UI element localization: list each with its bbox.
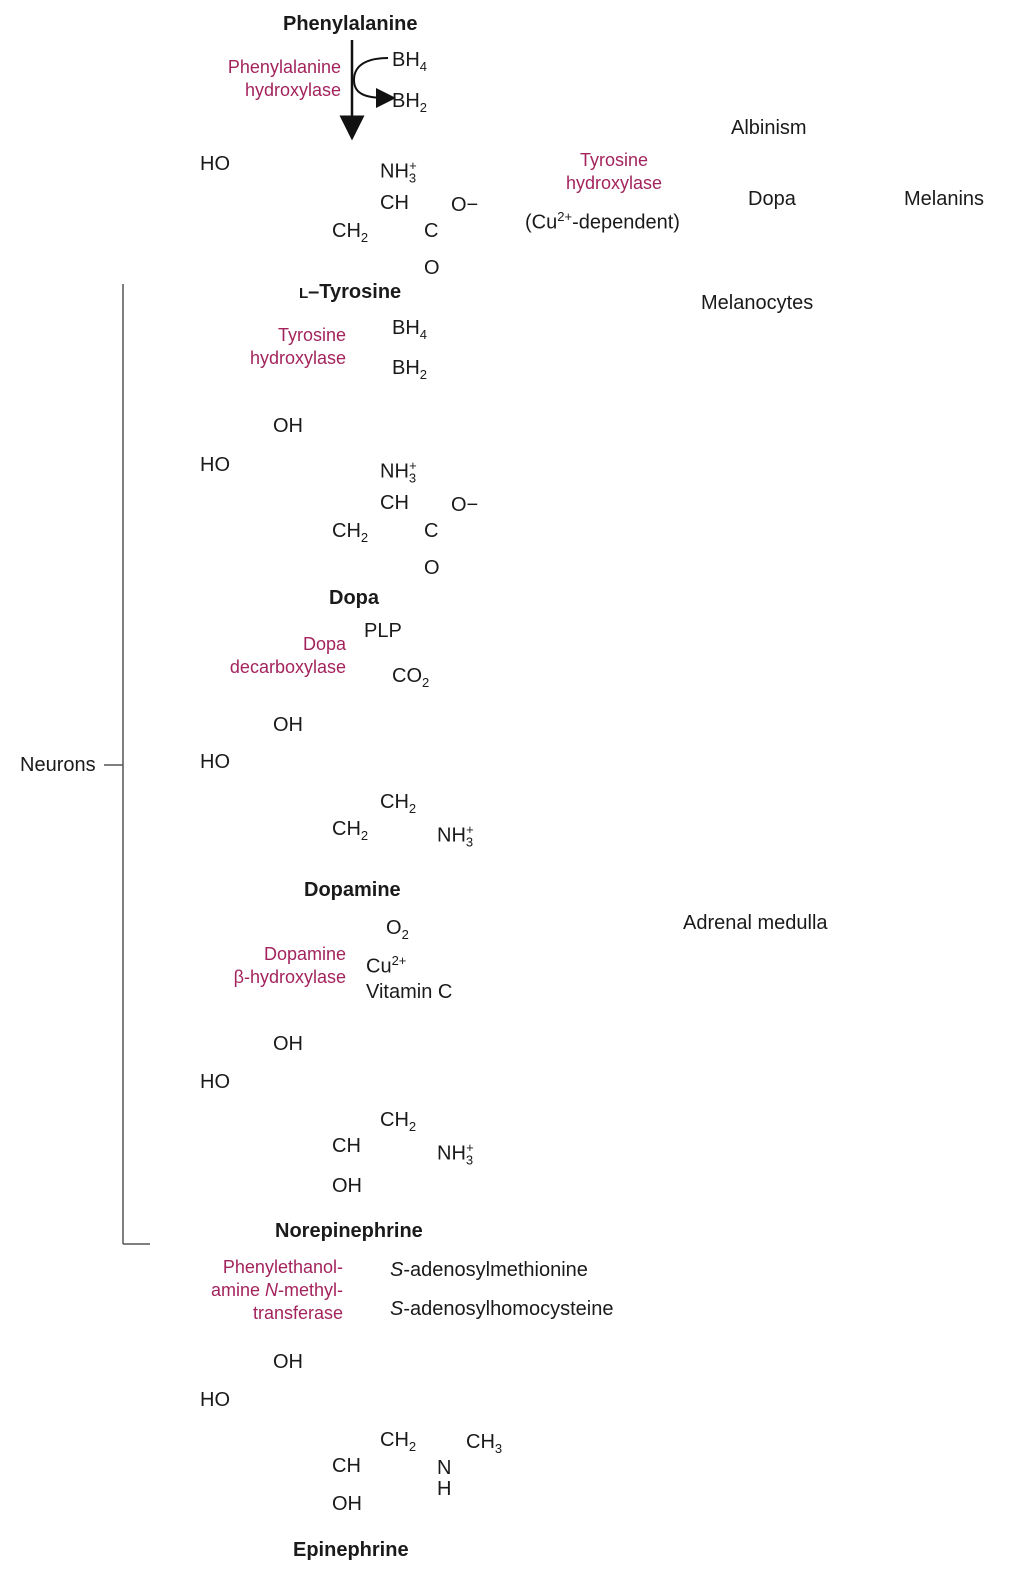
- atom-o-minus: O−: [451, 194, 479, 216]
- enzyme-dopa-decarboxylase: Dopa decarboxylase: [212, 633, 346, 679]
- enzyme-label: β-hydroxylase: [233, 967, 346, 987]
- enzyme-pnmt: Phenylethanol- amine N-methyl- transfera…: [190, 1256, 343, 1325]
- atom-ch3: CH3: [466, 1431, 503, 1456]
- atom-oh: OH: [273, 1351, 303, 1373]
- atom-ho: HO: [200, 1071, 230, 1093]
- cofactor-o2: O2: [386, 917, 409, 942]
- atom-nh3: NH3+: [380, 158, 417, 186]
- atom-oh: OH: [332, 1175, 362, 1197]
- atom-ch: CH: [380, 192, 409, 214]
- enzyme-label: transferase: [252, 1303, 343, 1323]
- compound-epinephrine: Epinephrine: [293, 1539, 409, 1561]
- enzyme-label: amine N-methyl-: [210, 1280, 343, 1300]
- label-melanins: Melanins: [904, 188, 985, 210]
- atom-o-minus: O−: [451, 494, 479, 516]
- atom-ch: CH: [380, 492, 409, 514]
- enzyme-label: Tyrosine: [277, 325, 346, 345]
- compound-phenylalanine: Phenylalanine: [283, 13, 418, 35]
- label-dopa-side: Dopa: [748, 188, 796, 210]
- atom-c: C: [424, 520, 439, 542]
- atom-ch2: CH2: [380, 1109, 417, 1134]
- cofactor-cu: Cu2+: [366, 953, 407, 978]
- bh4-bh2-curve-arrow: [352, 57, 396, 108]
- atom-o: O: [424, 557, 440, 579]
- enzyme-phe-hydroxylase: Phenylalanine hydroxylase: [210, 56, 341, 102]
- atom-o: O: [424, 257, 440, 279]
- atom-oh: OH: [273, 714, 303, 736]
- label-adrenal-medulla: Adrenal medulla: [683, 912, 828, 934]
- atom-h: H: [437, 1478, 452, 1500]
- atom-nh3: NH3+: [380, 458, 417, 486]
- cofactor-cu-dependent: (Cu2+-dependent): [525, 209, 680, 234]
- atom-c: C: [424, 220, 439, 242]
- cofactor-plp: PLP: [364, 620, 402, 642]
- cofactor-bh2: BH2: [392, 90, 428, 115]
- enzyme-label: Phenylethanol-: [222, 1257, 343, 1277]
- cofactor-co2: CO2: [392, 665, 430, 690]
- atom-ch2: CH2: [380, 791, 417, 816]
- atom-ch2: CH2: [332, 818, 369, 843]
- atom-ch: CH: [332, 1135, 361, 1157]
- cofactor-bh2-b: BH2: [392, 357, 428, 382]
- enzyme-label: Dopa: [302, 634, 346, 654]
- atom-ho: HO: [200, 454, 230, 476]
- atom-ch2: CH2: [332, 220, 369, 245]
- compound-norepinephrine: Norepinephrine: [275, 1220, 423, 1242]
- enzyme-tyr-hydroxylase-side: Tyrosine hydroxylase: [555, 149, 673, 195]
- compound-dopa: Dopa: [329, 587, 379, 609]
- atom-ch: CH: [332, 1455, 361, 1477]
- enzyme-dopamine-beta-hydroxylase: Dopamine β-hydroxylase: [212, 943, 346, 989]
- atom-oh: OH: [273, 415, 303, 437]
- enzyme-label: hydroxylase: [565, 173, 663, 193]
- enzyme-tyr-hydroxylase: Tyrosine hydroxylase: [230, 324, 346, 370]
- atom-oh: OH: [273, 1033, 303, 1055]
- atom-nh3: NH3+: [437, 822, 474, 850]
- cofactor-sah: S-adenosylhomocysteine: [390, 1298, 614, 1320]
- enzyme-label: hydroxylase: [244, 80, 341, 100]
- cofactor-vitamin-c: Vitamin C: [366, 981, 453, 1003]
- label-albinism: Albinism: [731, 117, 807, 139]
- compound-tyrosine: L–Tyrosine: [299, 281, 402, 303]
- enzyme-label: hydroxylase: [249, 348, 346, 368]
- atom-ho: HO: [200, 153, 230, 175]
- enzyme-label: decarboxylase: [229, 657, 346, 677]
- atom-n: N: [437, 1457, 452, 1479]
- compound-dopamine: Dopamine: [304, 879, 401, 901]
- atom-ch2: CH2: [380, 1429, 417, 1454]
- label-neurons: Neurons: [20, 754, 96, 776]
- atom-ch2: CH2: [332, 520, 369, 545]
- cofactor-bh4: BH4: [392, 49, 428, 74]
- cofactor-sam: S-adenosylmethionine: [390, 1259, 588, 1281]
- atom-ho: HO: [200, 751, 230, 773]
- atom-oh: OH: [332, 1493, 362, 1515]
- enzyme-label: Tyrosine: [579, 150, 649, 170]
- enzyme-label: Dopamine: [263, 944, 346, 964]
- cofactor-bh4-b: BH4: [392, 317, 428, 342]
- label-melanocytes: Melanocytes: [701, 292, 814, 314]
- atom-ho: HO: [200, 1389, 230, 1411]
- enzyme-label: Phenylalanine: [227, 57, 341, 77]
- atom-nh3: NH3+: [437, 1140, 474, 1168]
